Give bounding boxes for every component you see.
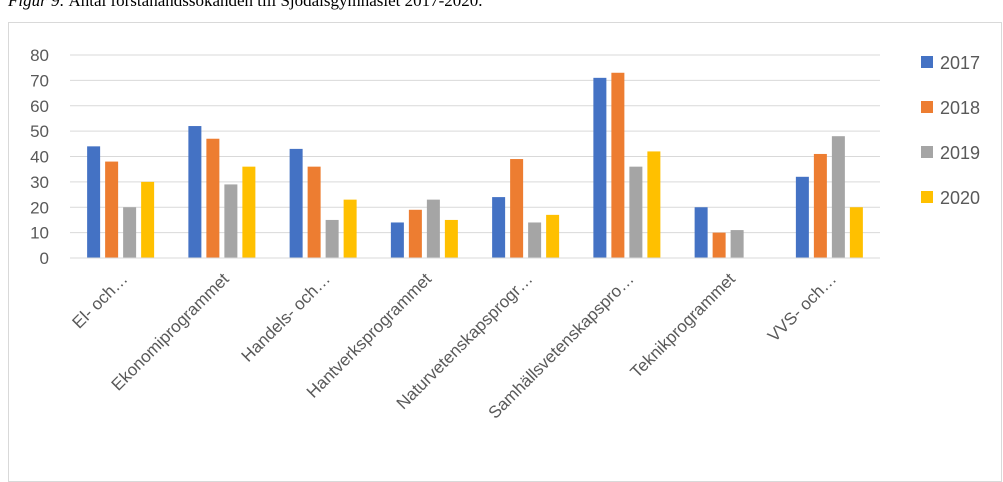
bar-2018-1 — [206, 138, 220, 258]
legend: 2017 2018 2019 2020 — [921, 53, 980, 208]
legend-swatch-2018 — [921, 101, 933, 113]
bar-2018-3 — [408, 209, 422, 258]
y-tick-label: 20 — [30, 198, 49, 217]
y-axis-ticks: 0 10 20 30 40 50 60 70 80 — [30, 46, 49, 268]
y-tick-label: 0 — [40, 249, 49, 268]
bar-2017-6 — [694, 207, 708, 258]
bar-2020-7 — [849, 207, 863, 258]
bar-2017-0 — [87, 146, 101, 258]
y-tick-label: 50 — [30, 122, 49, 141]
bar-2020-3 — [444, 219, 458, 258]
gridlines — [70, 54, 880, 234]
bars — [87, 72, 863, 259]
bar-2017-4 — [492, 197, 506, 258]
legend-label-2019: 2019 — [940, 143, 980, 163]
bar-2019-1 — [224, 184, 238, 258]
x-tick-label: Teknikprogrammet — [627, 269, 740, 382]
x-axis-labels: El- och…Ekonomiprogrammet Handels- och…Ha… — [69, 269, 841, 422]
y-tick-label: 80 — [30, 46, 49, 65]
x-tick-label: Handels- och… — [238, 269, 334, 365]
bar-2019-5 — [629, 166, 643, 258]
x-tick-label: Ekonomiprogrammet — [108, 269, 233, 394]
bar-2018-2 — [307, 166, 321, 258]
bar-2019-6 — [730, 230, 744, 258]
y-tick-label: 60 — [30, 97, 49, 116]
bar-chart: 0 10 20 30 40 50 60 70 80 El- och…Ekonomiprogram… — [30, 46, 980, 422]
y-tick-label: 30 — [30, 173, 49, 192]
bar-2020-2 — [343, 199, 357, 258]
bar-2017-3 — [390, 222, 404, 258]
bar-2019-7 — [831, 136, 845, 258]
legend-swatch-2017 — [921, 56, 933, 68]
bar-2017-7 — [795, 176, 809, 258]
bar-2020-1 — [242, 166, 256, 258]
bar-2019-2 — [325, 219, 339, 258]
bar-2018-6 — [712, 232, 726, 258]
bar-2017-2 — [289, 148, 303, 258]
figure-caption-text: Antal förstahandssökanden till Sjödalsgy… — [68, 0, 483, 10]
bar-2018-4 — [510, 159, 524, 258]
bar-2019-3 — [426, 199, 440, 258]
y-tick-label: 10 — [30, 224, 49, 243]
legend-label-2018: 2018 — [940, 98, 980, 118]
figure-caption: Figur 9: Antal förstahandssökanden till … — [8, 0, 483, 11]
bar-2018-7 — [813, 153, 827, 258]
y-tick-label: 40 — [30, 148, 49, 167]
y-tick-label: 70 — [30, 71, 49, 90]
legend-swatch-2019 — [921, 146, 933, 158]
legend-swatch-2020 — [921, 191, 933, 203]
bar-2019-0 — [123, 207, 137, 258]
figure-label-colon: : — [59, 0, 66, 10]
x-tick-label: VVS- och… — [764, 269, 840, 345]
legend-label-2017: 2017 — [940, 53, 980, 73]
bar-2018-5 — [611, 72, 625, 258]
bar-2017-1 — [188, 126, 202, 258]
bar-2019-4 — [528, 222, 542, 258]
bar-2017-5 — [593, 77, 607, 259]
figure-label: Figur 9 — [8, 0, 60, 10]
bar-2020-0 — [141, 181, 155, 258]
x-tick-label: El- och… — [69, 269, 132, 332]
bar-2020-5 — [647, 151, 661, 258]
bar-2020-4 — [546, 214, 560, 258]
legend-label-2020: 2020 — [940, 188, 980, 208]
bar-2018-0 — [105, 161, 119, 258]
